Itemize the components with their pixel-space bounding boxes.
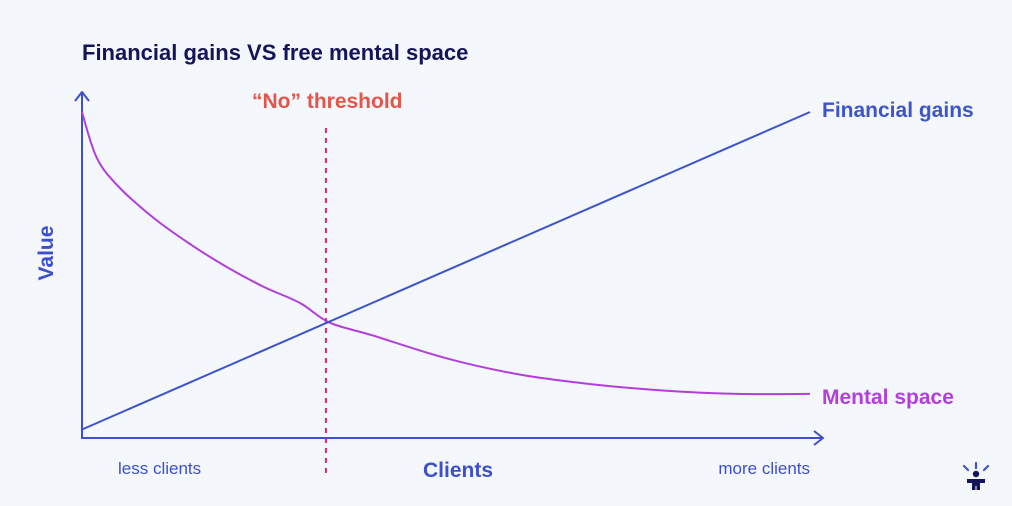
chart-title: Financial gains VS free mental space — [82, 40, 468, 65]
series-label-mental-space: Mental space — [822, 386, 954, 409]
person-sun-icon — [962, 461, 990, 490]
threshold-label: “No” threshold — [252, 90, 403, 113]
series-label-financial-gains: Financial gains — [822, 99, 974, 122]
series-line-financial-gains — [81, 111, 811, 431]
x-axis-arrowhead-icon — [813, 430, 824, 446]
series-line-mental-space — [81, 111, 811, 396]
x-tick-label-less: less clients — [118, 459, 201, 478]
axes — [74, 91, 824, 446]
x-tick-label-more: more clients — [718, 459, 810, 478]
y-axis-title: Value — [35, 226, 58, 281]
y-axis-arrowhead-icon — [74, 91, 90, 102]
x-axis-title: Clients — [423, 459, 493, 482]
